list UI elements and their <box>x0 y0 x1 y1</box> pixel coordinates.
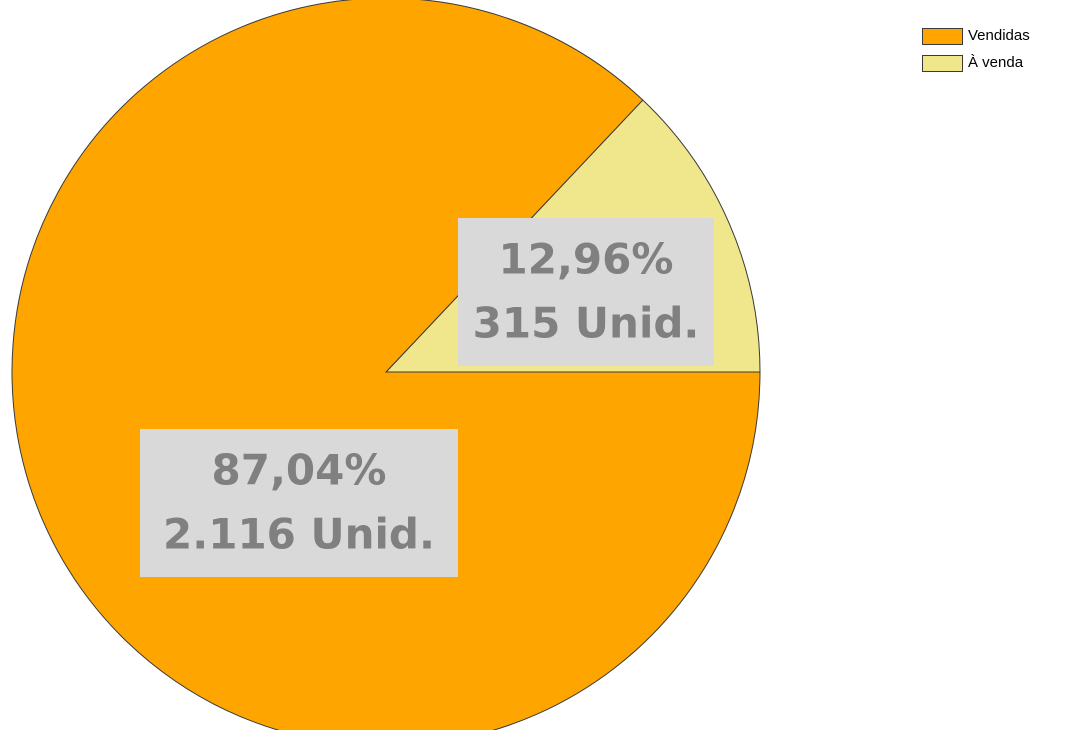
legend-label: Vendidas <box>968 27 1030 44</box>
data-label-box <box>140 429 458 577</box>
legend-swatch <box>922 55 963 72</box>
data-label: 87,04% <box>212 446 387 495</box>
legend-swatch <box>922 28 963 45</box>
data-label: 315 Unid. <box>473 299 700 348</box>
data-label: 12,96% <box>499 235 674 284</box>
data-label-box <box>458 218 714 366</box>
data-label: 2.116 Unid. <box>163 510 435 559</box>
legend-label: À venda <box>968 54 1024 71</box>
